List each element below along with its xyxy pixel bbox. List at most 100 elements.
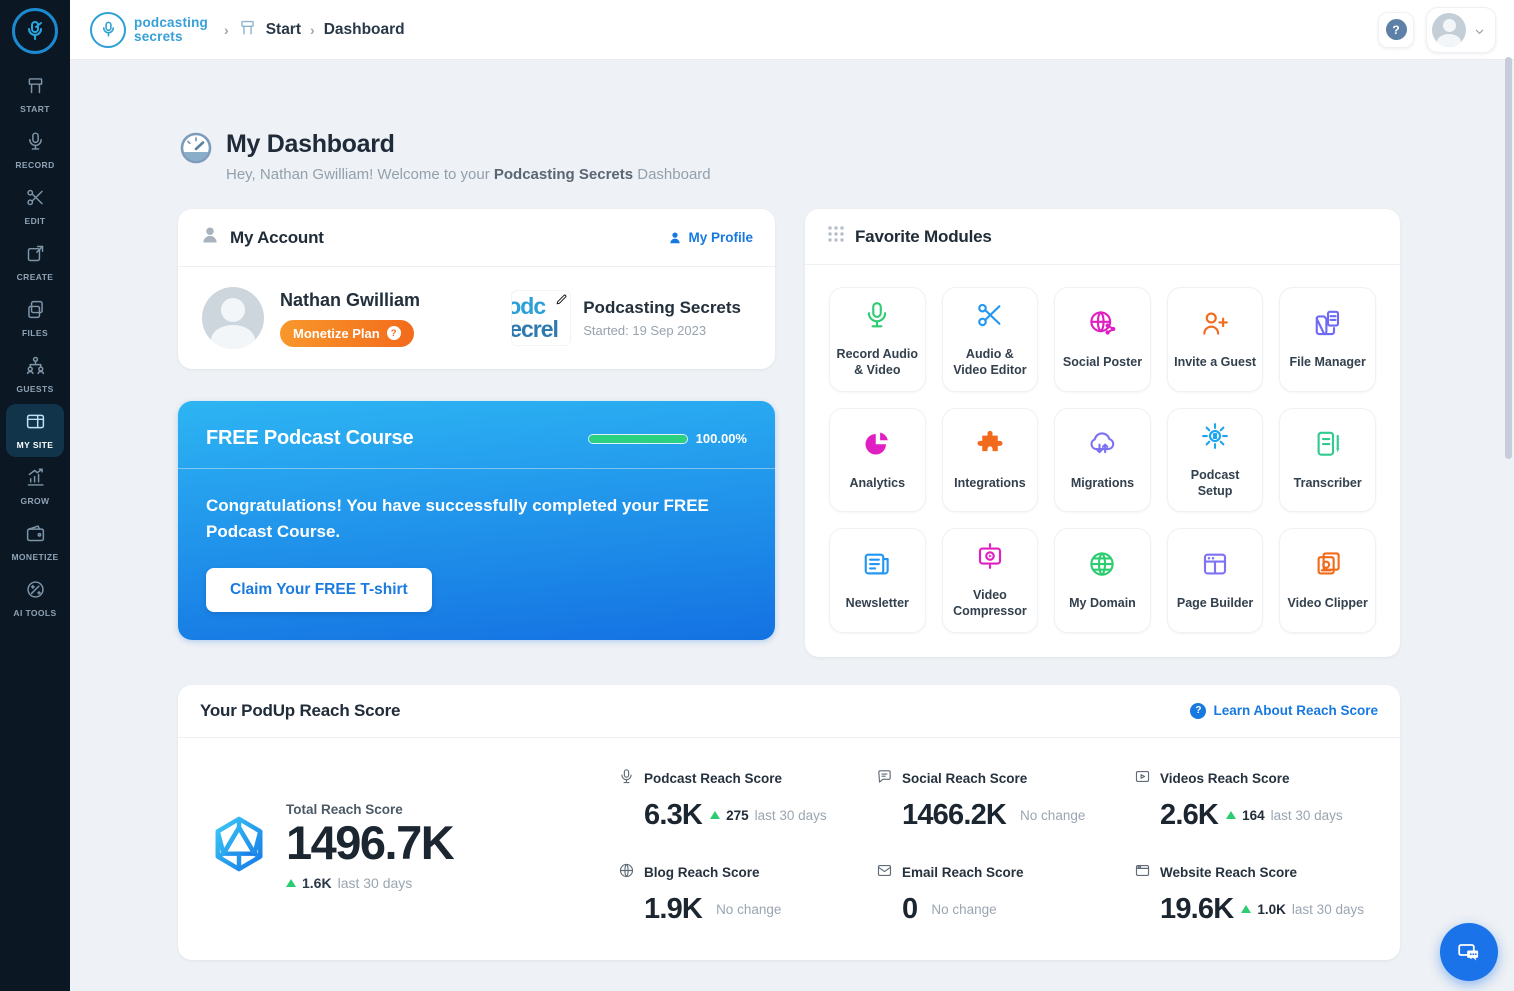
sidebar-item-files[interactable]: FILES <box>6 292 64 345</box>
sidebar-item-create[interactable]: CREATE <box>6 236 64 289</box>
globe-icon <box>618 862 635 884</box>
module-social-poster[interactable]: Social Poster <box>1054 287 1151 392</box>
chat-widget-button[interactable] <box>1440 923 1498 981</box>
vertical-scrollbar[interactable] <box>1505 57 1512 459</box>
social-reach-score: Social Reach Score 1466.2K No change <box>876 768 1110 832</box>
show-text: Podcasting Secrets Started: 19 Sep 2023 <box>583 298 741 338</box>
progress-percent: 100.00% <box>695 431 747 446</box>
user-info: Nathan Gwilliam Monetize Plan ? <box>280 290 420 347</box>
sidebar-item-edit[interactable]: EDIT <box>6 180 64 233</box>
sidebar-item-start[interactable]: START <box>6 68 64 121</box>
my-account-header: My Account My Profile <box>178 209 775 267</box>
free-course-card: FREE Podcast Course 100.00% Congratulati… <box>178 401 775 640</box>
module-integrations[interactable]: Integrations <box>941 407 1039 512</box>
claim-tshirt-button[interactable]: Claim Your FREE T-shirt <box>206 568 432 612</box>
pie-chart-icon <box>862 429 892 464</box>
folder-file-icon <box>1313 308 1343 343</box>
total-reach-change: 1.6K last 30 days <box>286 875 453 891</box>
right-column: Favorite Modules Record Audio & Video Au… <box>805 209 1400 657</box>
app-logo-icon[interactable] <box>12 8 58 54</box>
question-mark-icon: ? <box>1385 19 1407 40</box>
course-header: FREE Podcast Course 100.00% <box>178 401 775 469</box>
module-transcriber[interactable]: Transcriber <box>1279 407 1376 512</box>
up-arrow-icon <box>286 878 296 887</box>
sidebar-item-ai-tools[interactable]: AI TOOLS <box>6 572 64 625</box>
my-account-body: Nathan Gwilliam Monetize Plan ? odc ecre… <box>178 267 775 369</box>
reach-scores-grid: Podcast Reach Score 6.3K 275 last 30 days… <box>618 768 1368 926</box>
module-audio-video-editor[interactable]: Audio & Video Editor <box>941 287 1039 392</box>
course-message: Congratulations! You have successfully c… <box>206 496 709 541</box>
gear-mic-icon <box>1200 421 1230 456</box>
favorite-modules-header: Favorite Modules <box>805 209 1400 265</box>
module-analytics[interactable]: Analytics <box>829 407 926 512</box>
module-video-compressor[interactable]: Video Compressor <box>941 528 1039 633</box>
left-column: My Account My Profile Nathan Gwilliam <box>178 209 775 640</box>
layout-icon <box>1200 549 1230 584</box>
account-menu-button[interactable] <box>1426 6 1496 53</box>
module-my-domain[interactable]: My Domain <box>1054 528 1151 633</box>
show-info: odc ecrel Podcasting Secrets Started: 19… <box>511 290 751 346</box>
user-avatar <box>202 287 264 349</box>
my-account-title: My Account <box>230 227 324 247</box>
film-stack-icon <box>1313 549 1343 584</box>
reach-score-card: Your PodUp Reach Score ? Learn About Rea… <box>178 684 1400 960</box>
scissors-edit-icon <box>25 187 46 213</box>
module-video-clipper[interactable]: Video Clipper <box>1279 528 1376 633</box>
module-invite-a-guest[interactable]: Invite a Guest <box>1166 287 1264 392</box>
website-reach-score: Website Reach Score 19.6K 1.0K last 30 da… <box>1134 862 1368 926</box>
top-bar: podcasting secrets › Start › Dashboard ? <box>70 0 1514 60</box>
sidebar-item-grow[interactable]: GROW <box>6 460 64 513</box>
module-podcast-setup[interactable]: Podcast Setup <box>1166 407 1264 512</box>
module-record-audio-video[interactable]: Record Audio & Video <box>829 287 926 392</box>
my-profile-link[interactable]: My Profile <box>668 230 753 245</box>
globe-share-icon <box>1087 308 1117 343</box>
up-arrow-icon <box>1226 811 1237 819</box>
show-logo[interactable]: odc ecrel <box>511 290 572 346</box>
chat-bubbles-icon <box>1458 944 1479 961</box>
browser-window-icon <box>25 411 46 437</box>
learn-reach-score-link[interactable]: ? Learn About Reach Score <box>1190 702 1378 719</box>
help-button[interactable]: ? <box>1378 11 1414 48</box>
email-reach-score: Email Reach Score 0 No change <box>876 862 1110 926</box>
sidebar-nav: START RECORD EDIT CREATE FILES GUESTS <box>0 68 70 625</box>
reach-score-title: Your PodUp Reach Score <box>200 700 401 720</box>
course-title: FREE Podcast Course <box>206 427 414 449</box>
module-migrations[interactable]: Migrations <box>1054 407 1151 512</box>
grid-dots-icon <box>827 225 845 248</box>
start-flag-icon <box>25 75 46 101</box>
files-stack-icon <box>25 299 46 325</box>
total-reach-text: Total Reach Score 1496.7K 1.6K last 30 d… <box>286 802 455 891</box>
plan-badge[interactable]: Monetize Plan ? <box>280 319 414 347</box>
up-arrow-icon <box>710 811 721 819</box>
sidebar-item-my-site[interactable]: MY SITE <box>6 404 64 457</box>
favorite-modules-card: Favorite Modules Record Audio & Video Au… <box>805 209 1400 657</box>
reach-score-column: Podcast Reach Score 6.3K 275 last 30 days… <box>618 768 852 926</box>
module-newsletter[interactable]: Newsletter <box>829 528 926 633</box>
reach-score-body: Total Reach Score 1496.7K 1.6K last 30 d… <box>178 738 1400 960</box>
sidebar-item-monetize[interactable]: MONETIZE <box>6 516 64 569</box>
scissors-icon <box>975 300 1005 335</box>
person-icon <box>670 231 681 243</box>
create-doc-icon <box>25 243 46 269</box>
breadcrumb-start[interactable]: Start <box>265 20 302 38</box>
chevron-right-icon: › <box>310 21 315 38</box>
sidebar-item-guests[interactable]: GUESTS <box>6 348 64 401</box>
microphone-icon <box>862 300 892 335</box>
reach-gem-icon <box>210 815 268 878</box>
sidebar: START RECORD EDIT CREATE FILES GUESTS <box>0 0 70 991</box>
browser-window-icon <box>1134 862 1151 884</box>
module-file-manager[interactable]: File Manager <box>1279 287 1376 392</box>
brand-logo[interactable]: podcasting secrets <box>90 11 208 48</box>
favorite-modules-title: Favorite Modules <box>855 226 992 246</box>
edit-pencil-icon[interactable] <box>555 293 568 311</box>
breadcrumb: › Start › Dashboard <box>224 18 405 42</box>
progress-bar <box>587 433 688 444</box>
video-icon <box>1134 768 1151 790</box>
videos-reach-score: Videos Reach Score 2.6K 164 last 30 days <box>1134 768 1368 832</box>
mail-icon <box>876 862 893 884</box>
my-account-card: My Account My Profile Nathan Gwilliam <box>178 209 775 369</box>
sidebar-item-record[interactable]: RECORD <box>6 124 64 177</box>
person-plus-icon <box>1200 308 1230 343</box>
module-page-builder[interactable]: Page Builder <box>1166 528 1264 633</box>
